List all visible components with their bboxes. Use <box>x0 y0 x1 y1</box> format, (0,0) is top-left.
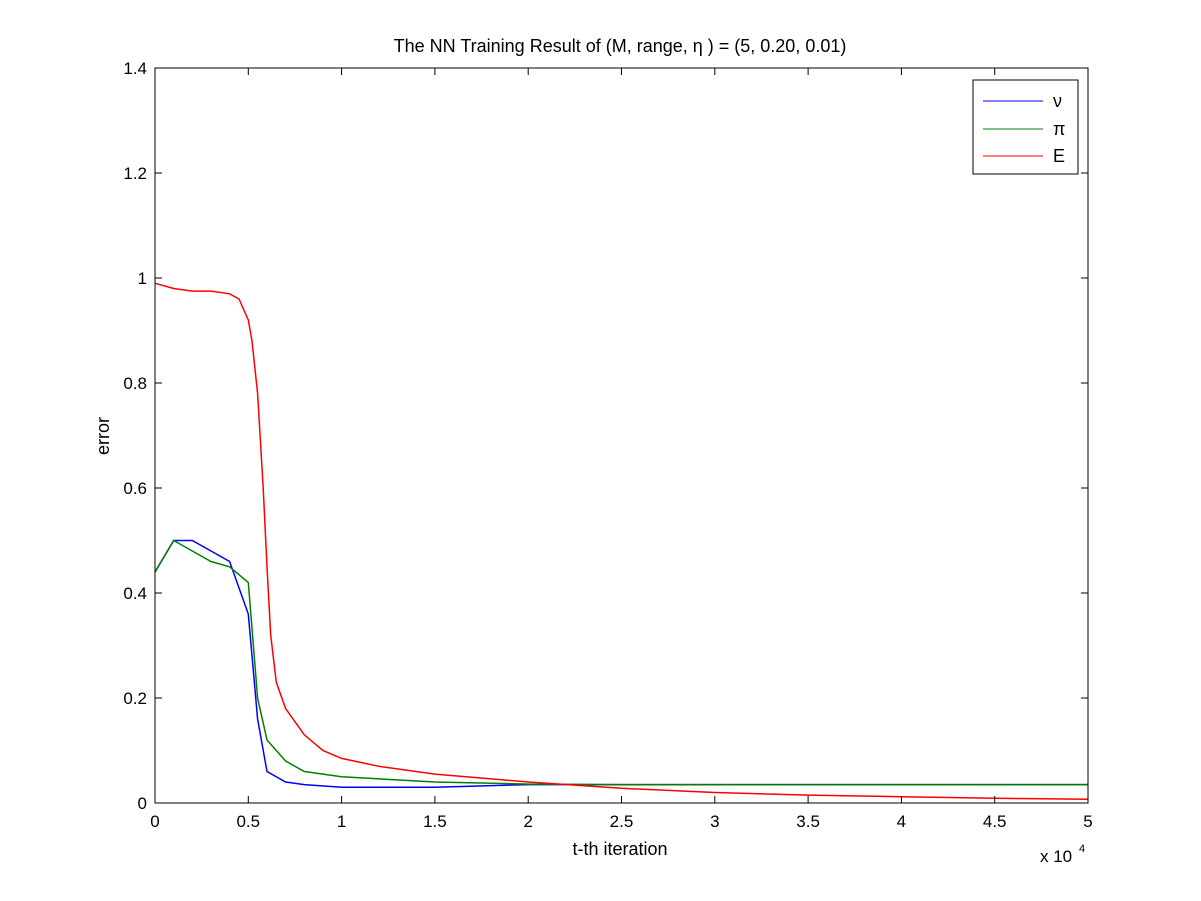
x-tick-label: 4.5 <box>983 812 1007 831</box>
x-tick-label: 4 <box>897 812 906 831</box>
y-tick-label: 1.4 <box>123 59 147 78</box>
x-axis-label: t-th iteration <box>572 839 667 859</box>
y-tick-label: 1.2 <box>123 164 147 183</box>
x-tick-label: 1 <box>337 812 346 831</box>
x-tick-label: 2 <box>523 812 532 831</box>
x-axis-ticks: 0 0.5 1 1.5 2 2.5 3 3.5 4 4.5 5 <box>150 68 1093 831</box>
x-tick-label: 0.5 <box>236 812 260 831</box>
legend-label-pi: π <box>1053 119 1065 139</box>
legend-label-nu: ν <box>1053 91 1062 111</box>
x-axis-multiplier-exponent: 4 <box>1079 843 1085 855</box>
y-tick-label: 1 <box>138 269 147 288</box>
series-line-e <box>154 282 1089 801</box>
x-axis-multiplier: x 10 4 <box>1040 843 1085 866</box>
y-tick-label: 0.4 <box>123 584 147 603</box>
y-axis-ticks: 0 0.2 0.4 0.6 0.8 1 1.2 1.4 <box>123 59 1088 813</box>
chart-title: The NN Training Result of (M, range, η )… <box>394 36 847 56</box>
y-axis-label: error <box>93 417 113 455</box>
x-tick-label: 2.5 <box>610 812 634 831</box>
y-tick-label: 0.2 <box>123 689 147 708</box>
series-line-pi <box>154 539 1088 786</box>
legend-box <box>972 79 1079 175</box>
legend: ν π E <box>972 79 1079 175</box>
x-axis-multiplier-base: x 10 <box>1040 847 1072 866</box>
x-tick-label: 0 <box>150 812 159 831</box>
x-tick-label: 3 <box>710 812 719 831</box>
x-tick-label: 3.5 <box>796 812 820 831</box>
series-layer <box>154 282 1089 801</box>
y-tick-label: 0.6 <box>123 479 147 498</box>
x-tick-label: 5 <box>1083 812 1092 831</box>
x-tick-label: 1.5 <box>423 812 447 831</box>
legend-label-e: E <box>1053 146 1065 166</box>
y-tick-label: 0 <box>138 794 147 813</box>
y-tick-label: 0.8 <box>123 374 147 393</box>
